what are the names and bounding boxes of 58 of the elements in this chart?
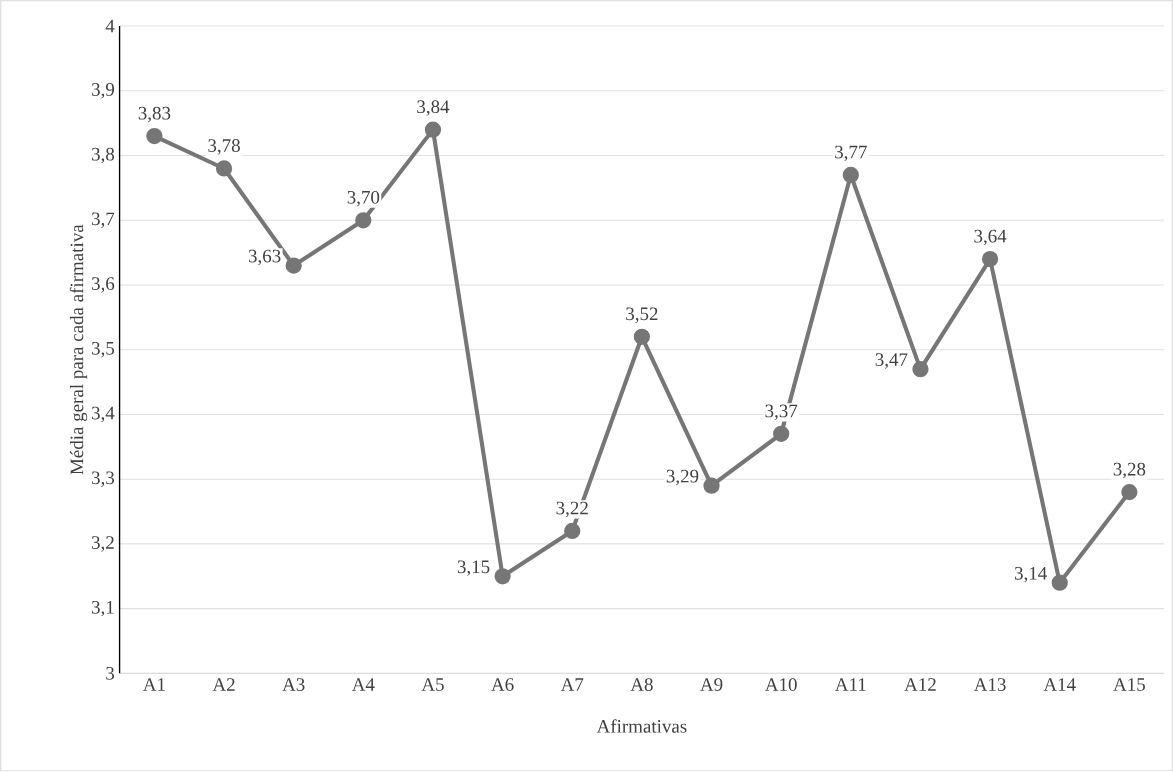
x-tick-label: A3 [282, 678, 305, 692]
data-label: 3,84 [417, 100, 450, 117]
data-label: 3,64 [974, 230, 1007, 246]
point [1121, 484, 1138, 501]
x-tick-label: A4 [351, 678, 375, 691]
x-axis-title: Afirmativas [596, 719, 687, 733]
data-label: 3,29 [666, 469, 699, 486]
data-label: 3,70 [347, 191, 380, 207]
x-tick-label: A1 [143, 678, 165, 691]
x-tick-label: A5 [421, 678, 444, 692]
y-tick-label: 3,2 [91, 536, 114, 552]
data-label: 3,22 [556, 501, 588, 518]
data-label: 3,52 [626, 307, 658, 324]
x-tick-label: A12 [904, 678, 936, 691]
point [1051, 574, 1068, 592]
point [912, 361, 929, 378]
y-tick-label: 3 [106, 667, 115, 680]
x-tick-label: A8 [630, 678, 653, 692]
y-tick-label: 3,1 [91, 601, 114, 617]
y-tick-label: 3,3 [91, 471, 115, 488]
data-label: 3,63 [248, 249, 281, 266]
y-tick-label: 4 [105, 20, 115, 33]
data-label: 3,83 [138, 106, 171, 123]
point [633, 328, 651, 346]
x-tick-label: A7 [560, 678, 584, 691]
x-tick-label: A13 [973, 678, 1006, 692]
point [355, 212, 372, 229]
y-axis-title: Média geral para cada afirmativa [69, 224, 88, 475]
y-tick-label: 3,8 [91, 147, 115, 164]
point [842, 167, 859, 184]
y-tick-label: 3,9 [91, 83, 115, 99]
data-label: 3,47 [875, 353, 908, 369]
data-label: 3,28 [1113, 462, 1146, 479]
x-tick-label: A2 [212, 678, 235, 691]
x-tick-label: A9 [700, 678, 723, 692]
data-label: 3,14 [1014, 567, 1047, 583]
y-tick-label: 3,4 [91, 406, 115, 423]
point [215, 160, 233, 177]
x-tick-label: A15 [1113, 678, 1145, 692]
point [703, 477, 720, 494]
point [285, 257, 302, 274]
data-label: 3,37 [765, 404, 798, 421]
point [146, 128, 163, 145]
data-label: 3,78 [208, 139, 240, 155]
point [564, 523, 581, 540]
x-tick-label: A6 [491, 678, 514, 692]
point [424, 121, 442, 138]
data-label: 3,77 [835, 145, 867, 162]
data-label: 3,15 [457, 560, 490, 577]
y-tick-label: 3,7 [91, 212, 115, 229]
point [981, 251, 999, 268]
x-tick-label: A14 [1043, 678, 1076, 691]
y-tick-label: 3,5 [91, 342, 115, 358]
y-tick-label: 3,6 [91, 277, 115, 293]
point [494, 568, 511, 585]
x-tick-label: A11 [835, 678, 866, 691]
x-tick-label: A10 [765, 678, 797, 692]
point [773, 425, 790, 443]
